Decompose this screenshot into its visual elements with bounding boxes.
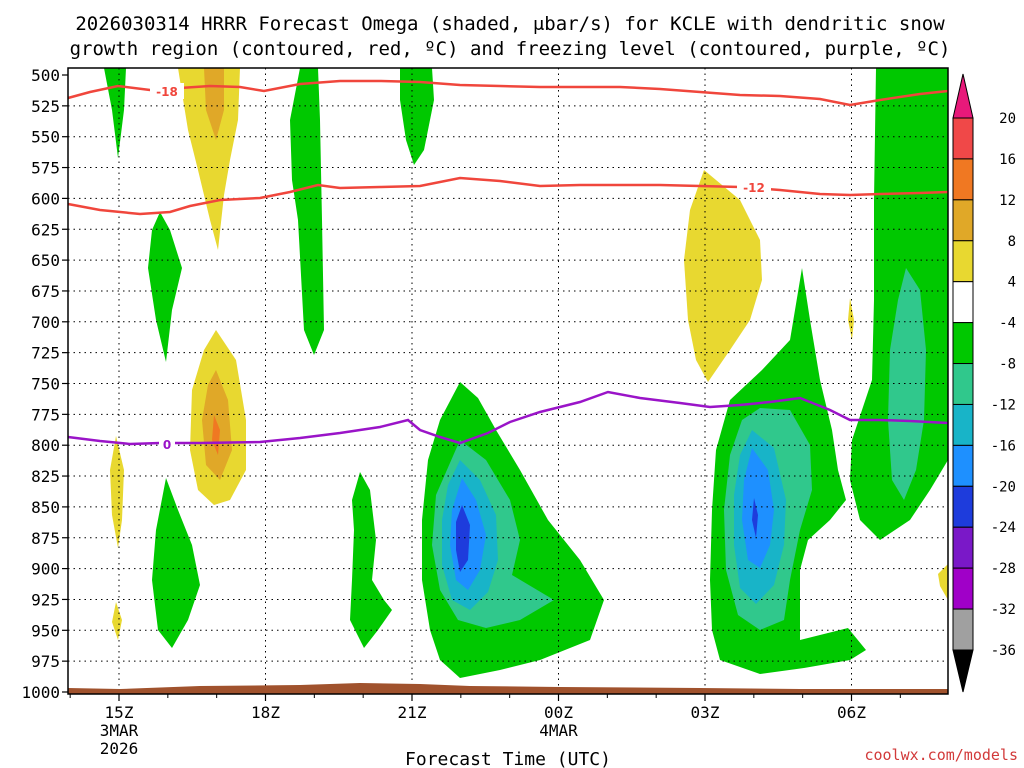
omega-region-green [400, 68, 434, 165]
colorbar-label: -36 [991, 643, 1016, 659]
colorbar-extend-top [952, 73, 974, 119]
omega-region-yellow [178, 68, 240, 250]
colorbar-segment [952, 322, 974, 365]
x-tick-year: 2026 [100, 739, 139, 758]
x-tick-label: 21Z [398, 703, 427, 722]
y-tick-label: 975 [31, 652, 60, 671]
y-tick-label: 925 [31, 590, 60, 609]
colorbar-segment [952, 158, 974, 201]
omega-region-green [104, 68, 126, 158]
y-tick-label: 650 [31, 251, 60, 270]
x-tick-label: 06Z [837, 703, 866, 722]
omega-shading [104, 68, 948, 678]
colorbar-label: -24 [991, 520, 1016, 536]
y-tick-label: 950 [31, 621, 60, 640]
omega-region-yellow [938, 564, 948, 600]
y-tick-label: 825 [31, 467, 60, 486]
x-axis-label: Forecast Time (UTC) [405, 749, 611, 768]
terrain-surface [68, 683, 948, 694]
colorbar-segment [952, 608, 974, 651]
colorbar: 20 16 12 8 4 -4 -8 -12 -16 -20 -24 -28 -32 -36 [952, 73, 1016, 693]
colorbar-label: -12 [991, 397, 1016, 413]
colorbar-extend-bottom [952, 649, 974, 693]
plot-frame [67, 67, 949, 695]
y-tick-label: 750 [31, 375, 60, 394]
colorbar-segment [952, 281, 974, 324]
colorbar-segment [952, 444, 974, 487]
dgz-upper-label: -18 [156, 85, 178, 99]
colorbar-label: 16 [999, 152, 1016, 168]
omega-region-green [152, 478, 200, 648]
colorbar-label: -20 [991, 479, 1016, 495]
omega-region-yellow [110, 436, 124, 548]
horizontal-gridlines [68, 105, 948, 662]
y-tick-label: 775 [31, 405, 60, 424]
omega-region-teal [888, 268, 926, 500]
x-tick-label: 03Z [691, 703, 720, 722]
x-tick-date: 3MAR [100, 721, 139, 740]
freezing-level-contour [67, 390, 949, 446]
colorbar-segment [952, 363, 974, 405]
omega-region-green [148, 212, 182, 362]
omega-region-deep-blue [456, 505, 470, 572]
dgz-contour-lower [67, 176, 949, 216]
dgz-contour-upper [67, 79, 949, 107]
y-tick-label: 800 [31, 436, 60, 455]
chart-title-line2: growth region (contoured, red, ºC) and f… [70, 38, 951, 60]
y-tick-label: 1000 [21, 683, 60, 702]
y-tick-label: 575 [31, 159, 60, 178]
colorbar-segment [952, 117, 974, 160]
y-tick-label: 900 [31, 560, 60, 579]
y-tick-label: 525 [31, 97, 60, 116]
dgz-lower-label: -12 [743, 181, 765, 195]
y-tick-label: 625 [31, 220, 60, 239]
chart-title-line1: 2026030314 HRRR Forecast Omega (shaded, … [75, 13, 945, 35]
credit-link[interactable]: coolwx.com/models [864, 746, 1018, 764]
y-tick-label: 675 [31, 282, 60, 301]
omega-region-green [290, 68, 324, 355]
colorbar-segment [952, 485, 974, 528]
colorbar-label: -32 [991, 602, 1016, 618]
colorbar-label: -16 [991, 438, 1016, 454]
colorbar-label: -28 [991, 561, 1016, 577]
colorbar-label: -4 [999, 316, 1016, 332]
x-tick-label: 00Z [544, 703, 573, 722]
omega-region-yellow [684, 170, 762, 382]
y-axis: 500 525 550 575 600 625 650 675 700 725 750 775 800 8… [21, 66, 68, 702]
colorbar-segment [952, 567, 974, 610]
colorbar-label: 12 [999, 193, 1016, 209]
y-tick-label: 850 [31, 498, 60, 517]
colorbar-segment [952, 526, 974, 569]
y-tick-label: 550 [31, 128, 60, 147]
x-tick-label: 18Z [251, 703, 280, 722]
omega-region-orange [212, 415, 220, 455]
colorbar-segment [952, 403, 974, 446]
y-tick-label: 725 [31, 344, 60, 363]
freezing-level-label: 0 [163, 438, 171, 452]
colorbar-label: -8 [999, 357, 1016, 373]
omega-region-green [848, 298, 854, 340]
colorbar-label: 8 [1008, 234, 1016, 250]
y-tick-label: 700 [31, 313, 60, 332]
omega-region-green [350, 472, 392, 648]
y-tick-label: 875 [31, 529, 60, 548]
colorbar-label: 4 [1008, 275, 1016, 291]
omega-region-deep-blue [752, 498, 758, 538]
x-tick-label: 15Z [105, 703, 134, 722]
x-tick-date: 4MAR [539, 721, 578, 740]
colorbar-label: 20 [999, 111, 1016, 127]
colorbar-segment [952, 199, 974, 242]
colorbar-segment [952, 240, 974, 283]
y-tick-label: 500 [31, 66, 60, 85]
y-tick-label: 600 [31, 189, 60, 208]
